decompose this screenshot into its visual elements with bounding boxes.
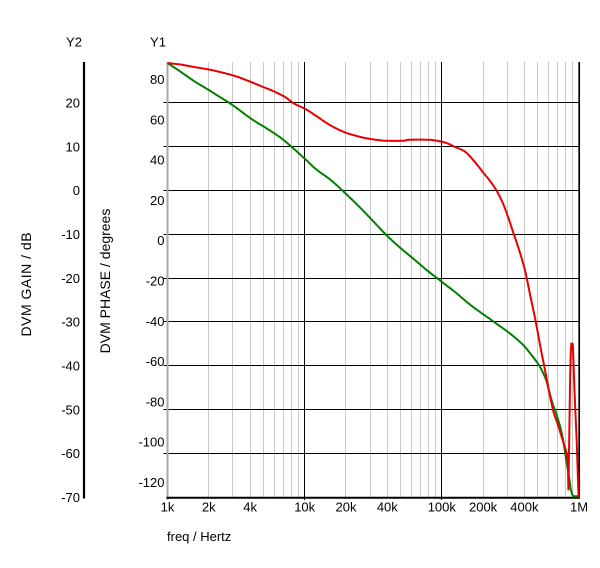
svg-text:-20: -20 bbox=[146, 274, 165, 289]
svg-text:-120: -120 bbox=[138, 475, 164, 490]
svg-text:20: 20 bbox=[66, 96, 80, 111]
svg-text:DVM GAIN / dB: DVM GAIN / dB bbox=[18, 232, 34, 337]
svg-text:-70: -70 bbox=[61, 490, 80, 505]
svg-text:40k: 40k bbox=[377, 500, 398, 515]
svg-text:-60: -60 bbox=[146, 354, 165, 369]
svg-text:Y2: Y2 bbox=[66, 34, 82, 49]
svg-text:100k: 100k bbox=[428, 500, 457, 515]
svg-text:10: 10 bbox=[66, 139, 80, 154]
svg-text:1M: 1M bbox=[570, 500, 588, 515]
svg-text:0: 0 bbox=[157, 233, 164, 248]
svg-text:Y1: Y1 bbox=[150, 34, 166, 49]
svg-text:-40: -40 bbox=[146, 314, 165, 329]
svg-text:-10: -10 bbox=[61, 227, 80, 242]
svg-text:-20: -20 bbox=[61, 271, 80, 286]
svg-text:10k: 10k bbox=[294, 500, 315, 515]
svg-text:40: 40 bbox=[150, 153, 164, 168]
svg-text:DVM PHASE / degrees: DVM PHASE / degrees bbox=[97, 209, 113, 354]
svg-text:200k: 200k bbox=[469, 500, 498, 515]
svg-text:-30: -30 bbox=[61, 315, 80, 330]
svg-text:20k: 20k bbox=[336, 500, 357, 515]
svg-text:20: 20 bbox=[150, 193, 164, 208]
svg-text:-40: -40 bbox=[61, 359, 80, 374]
svg-text:-60: -60 bbox=[61, 446, 80, 461]
svg-text:-50: -50 bbox=[61, 402, 80, 417]
svg-text:-80: -80 bbox=[146, 394, 165, 409]
svg-text:1k: 1k bbox=[161, 500, 175, 515]
svg-text:60: 60 bbox=[150, 112, 164, 127]
svg-text:80: 80 bbox=[150, 72, 164, 87]
svg-text:400k: 400k bbox=[510, 500, 539, 515]
svg-text:2k: 2k bbox=[202, 500, 216, 515]
svg-text:freq / Hertz: freq / Hertz bbox=[167, 529, 231, 544]
svg-text:0: 0 bbox=[73, 183, 80, 198]
svg-text:4k: 4k bbox=[243, 500, 257, 515]
svg-text:-100: -100 bbox=[138, 435, 164, 450]
